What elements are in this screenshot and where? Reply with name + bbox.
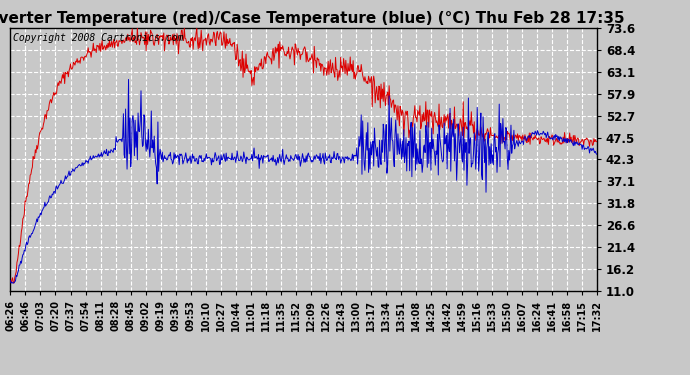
Text: Copyright 2008 Cartronics.com: Copyright 2008 Cartronics.com	[13, 33, 184, 44]
Title: Inverter Temperature (red)/Case Temperature (blue) (°C) Thu Feb 28 17:35: Inverter Temperature (red)/Case Temperat…	[0, 10, 625, 26]
